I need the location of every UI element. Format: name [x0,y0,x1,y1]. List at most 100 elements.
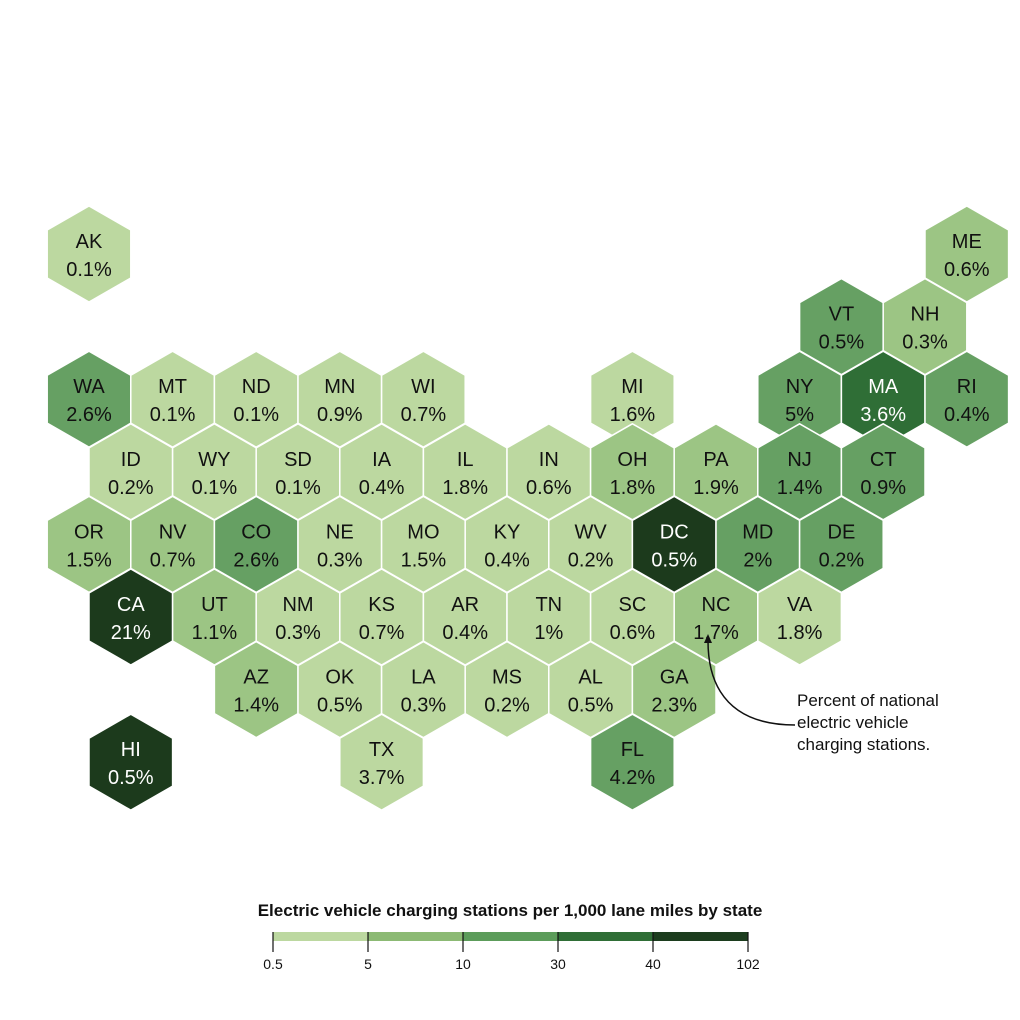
state-abbr: HI [121,739,141,761]
state-percent: 0.4% [484,549,530,571]
state-abbr: OR [74,521,104,543]
state-percent: 0.9% [317,404,363,426]
state-abbr: MO [407,521,439,543]
state-abbr: DC [660,521,689,543]
state-abbr: LA [411,667,436,689]
state-abbr: SD [284,449,312,471]
state-hex-me: ME 0.6% [924,205,1010,303]
state-abbr: NE [326,521,354,543]
state-abbr: NM [282,594,313,616]
state-hex-tn: TN 1% [506,568,592,666]
state-percent: 3.7% [359,767,405,789]
state-abbr: MN [324,376,355,398]
state-abbr: ME [952,231,982,253]
state-percent: 0.2% [568,549,614,571]
state-percent: 1.6% [610,404,656,426]
state-percent: 0.9% [860,477,906,499]
state-abbr: IL [457,449,474,471]
state-percent: 0.5% [568,695,614,717]
legend-tick-label: 40 [645,956,661,972]
state-abbr: ID [121,449,141,471]
state-abbr: NH [911,304,940,326]
state-abbr: VA [787,594,813,616]
state-percent: 0.6% [526,477,572,499]
legend-tick-label: 102 [736,956,760,972]
state-percent: 0.6% [610,622,656,644]
state-percent: 0.3% [401,695,447,717]
state-percent: 1.8% [442,477,488,499]
hex-shape [589,713,675,812]
state-hex-wi: WI 0.7% [380,350,466,449]
state-abbr: MA [868,376,899,398]
legend-swatch [463,932,559,941]
hex-shape [924,350,1010,449]
state-hex-de: DE 0.2% [798,495,884,594]
state-abbr: KS [368,594,395,616]
state-abbr: MD [742,521,773,543]
state-hex-wv: WV 0.2% [548,495,634,594]
state-hex-wy: WY 0.1% [171,422,257,521]
state-percent: 5% [785,404,814,426]
annotation-line-3: charging stations. [797,735,930,754]
state-hex-ca: CA 21% [88,568,174,666]
state-abbr: RI [957,376,977,398]
state-hex-ri: RI 0.4% [924,350,1010,449]
legend-swatch [368,932,464,941]
state-percent: 0.1% [150,404,196,426]
state-percent: 1.4% [233,695,279,717]
state-abbr: WA [73,376,105,398]
state-percent: 1.4% [777,477,823,499]
state-percent: 0.7% [150,549,196,571]
state-hex-tx: TX 3.7% [339,713,425,812]
state-hex-ga: GA 2.3% [631,640,717,739]
state-percent: 3.6% [860,404,906,426]
state-abbr: TX [369,739,395,761]
state-abbr: FL [621,739,644,761]
state-percent: 4.2% [610,767,656,789]
annotation-line-1: Percent of national [797,691,939,710]
state-percent: 0.2% [108,477,154,499]
state-hex-mn: MN 0.9% [297,350,383,449]
state-hex-or: OR 1.5% [46,495,132,594]
state-percent: 2.6% [233,549,279,571]
state-abbr: WV [574,521,607,543]
state-hex-nj: NJ 1.4% [757,422,843,521]
legend-swatch [558,932,654,941]
state-abbr: MT [158,376,187,398]
state-abbr: AZ [243,667,269,689]
state-percent: 21% [111,622,151,644]
state-percent: 1.1% [192,622,238,644]
state-hex-la: LA 0.3% [380,640,466,739]
state-percent: 0.4% [359,477,405,499]
state-percent: 1.7% [693,622,739,644]
annotation: Percent of national electric vehicle cha… [704,634,939,754]
state-abbr: TN [535,594,562,616]
state-hex-ky: KY 0.4% [464,495,550,594]
state-hex-ks: KS 0.7% [339,568,425,666]
state-hexagons: AK 0.1% ME 0.6% VT 0.5% NH 0.3% WA 2.6% MT 0.1% ND 0.… [46,205,1010,812]
legend-tick-label: 30 [550,956,566,972]
state-percent: 0.2% [819,549,865,571]
state-percent: 0.5% [108,767,154,789]
state-abbr: PA [703,449,729,471]
state-hex-ak: AK 0.1% [46,205,132,303]
state-percent: 0.5% [651,549,697,571]
state-hex-ms: MS 0.2% [464,640,550,739]
state-abbr: WY [198,449,230,471]
state-percent: 1.8% [610,477,656,499]
state-percent: 2.3% [651,695,697,717]
state-percent: 0.5% [819,332,865,354]
state-hex-hi: HI 0.5% [88,713,174,812]
hex-shape [757,568,843,666]
state-abbr: VT [829,304,855,326]
legend-tick-label: 5 [364,956,372,972]
state-abbr: AL [578,667,602,689]
annotation-arrowhead [704,634,712,643]
state-abbr: CO [241,521,271,543]
state-percent: 0.6% [944,259,990,281]
state-hex-al: AL 0.5% [548,640,634,739]
legend-ticks: 0.5 5 10 30 40 102 [263,932,760,972]
state-abbr: CA [117,594,145,616]
legend-swatch [653,932,749,941]
